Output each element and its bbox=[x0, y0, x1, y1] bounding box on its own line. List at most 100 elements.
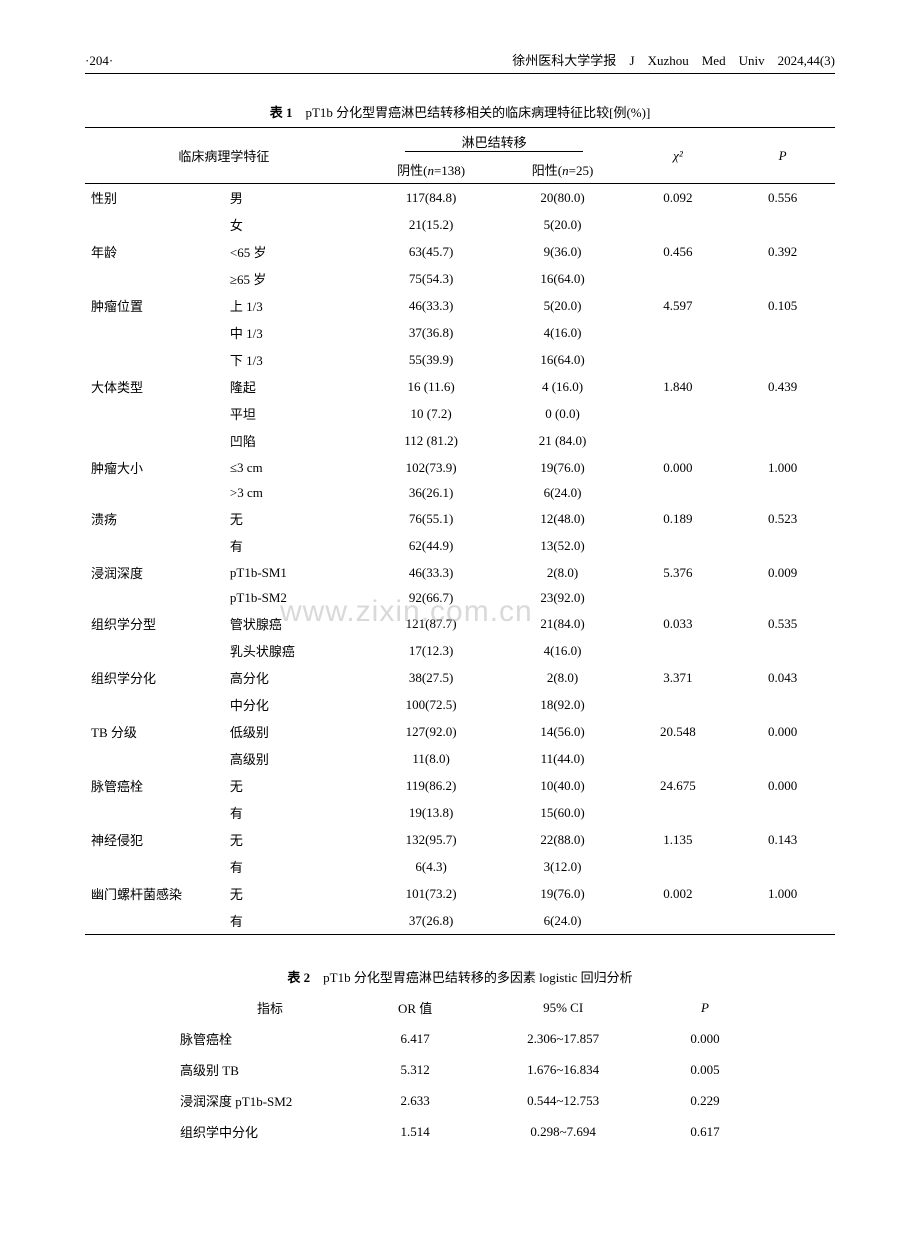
table2-head: 指标 OR 值 95% CI P bbox=[170, 992, 750, 1023]
table-row: 中分化100(72.5)18(92.0) bbox=[85, 691, 835, 718]
cell-pos: 11(44.0) bbox=[500, 745, 626, 772]
th2-ci: 95% CI bbox=[466, 992, 660, 1023]
cell-feature: 大体类型 bbox=[85, 373, 224, 400]
th-pos: 阳性(n=25) bbox=[500, 156, 626, 184]
cell-neg: 36(26.1) bbox=[363, 481, 500, 505]
th-group: 淋巴结转移 bbox=[363, 128, 626, 157]
cell-pos: 4(16.0) bbox=[500, 319, 626, 346]
cell-feature bbox=[85, 532, 224, 559]
table-row: 组织学中分化1.5140.298~7.6940.617 bbox=[170, 1116, 750, 1147]
th2-p: P bbox=[660, 992, 750, 1023]
cell-chi bbox=[626, 346, 731, 373]
cell-p: 0.105 bbox=[730, 292, 835, 319]
cell-neg: 121(87.7) bbox=[363, 610, 500, 637]
cell-feature bbox=[85, 211, 224, 238]
cell-neg: 132(95.7) bbox=[363, 826, 500, 853]
cell-or: 6.417 bbox=[364, 1023, 466, 1054]
cell-chi bbox=[626, 427, 731, 454]
cell-p: 0.439 bbox=[730, 373, 835, 400]
cell-sub: 男 bbox=[224, 184, 363, 212]
cell-pos: 6(24.0) bbox=[500, 481, 626, 505]
table1-caption: 表 1 pT1b 分化型胃癌淋巴结转移相关的临床病理特征比较[例(%)] bbox=[85, 102, 835, 121]
table-row: 有37(26.8)6(24.0) bbox=[85, 907, 835, 935]
cell-sub: 有 bbox=[224, 907, 363, 935]
table-row: >3 cm36(26.1)6(24.0) bbox=[85, 481, 835, 505]
cell-neg: 100(72.5) bbox=[363, 691, 500, 718]
table-row: 脉管癌栓无119(86.2)10(40.0)24.6750.000 bbox=[85, 772, 835, 799]
cell-pos: 2(8.0) bbox=[500, 664, 626, 691]
cell-chi: 0.456 bbox=[626, 238, 731, 265]
cell-chi: 20.548 bbox=[626, 718, 731, 745]
table-row: 肿瘤位置上 1/346(33.3)5(20.0)4.5970.105 bbox=[85, 292, 835, 319]
page-number: ·204· bbox=[85, 53, 113, 69]
cell-p: 0.535 bbox=[730, 610, 835, 637]
cell-feature bbox=[85, 691, 224, 718]
cell-chi: 0.033 bbox=[626, 610, 731, 637]
cell-sub: 无 bbox=[224, 826, 363, 853]
cell-feature bbox=[85, 265, 224, 292]
cell-p bbox=[730, 346, 835, 373]
cell-neg: 11(8.0) bbox=[363, 745, 500, 772]
cell-pos: 21 (84.0) bbox=[500, 427, 626, 454]
cell-sub: ≥65 岁 bbox=[224, 265, 363, 292]
cell-neg: 92(66.7) bbox=[363, 586, 500, 610]
cell-sub: 平坦 bbox=[224, 400, 363, 427]
cell-feature bbox=[85, 586, 224, 610]
cell-chi: 1.840 bbox=[626, 373, 731, 400]
cell-feature: 脉管癌栓 bbox=[85, 772, 224, 799]
cell-feature: 组织学分化 bbox=[85, 664, 224, 691]
journal-title-block: 徐州医科大学学报 J Xuzhou Med Univ 2024,44(3) bbox=[512, 50, 835, 69]
cell-chi: 24.675 bbox=[626, 772, 731, 799]
cell-p: 0.523 bbox=[730, 505, 835, 532]
cell-feature bbox=[85, 907, 224, 935]
cell-p bbox=[730, 907, 835, 935]
table-row: 女21(15.2)5(20.0) bbox=[85, 211, 835, 238]
cell-neg: 46(33.3) bbox=[363, 559, 500, 586]
cell-feature: 神经侵犯 bbox=[85, 826, 224, 853]
cell-sub: 有 bbox=[224, 799, 363, 826]
cell-sub: 隆起 bbox=[224, 373, 363, 400]
cell-ci: 0.298~7.694 bbox=[466, 1116, 660, 1147]
cell-neg: 19(13.8) bbox=[363, 799, 500, 826]
cell-neg: 117(84.8) bbox=[363, 184, 500, 212]
table-row: 幽门螺杆菌感染无101(73.2)19(76.0)0.0021.000 bbox=[85, 880, 835, 907]
cell-neg: 112 (81.2) bbox=[363, 427, 500, 454]
cell-neg: 63(45.7) bbox=[363, 238, 500, 265]
cell-pos: 23(92.0) bbox=[500, 586, 626, 610]
cell-neg: 127(92.0) bbox=[363, 718, 500, 745]
cell-p: 0.229 bbox=[660, 1085, 750, 1116]
cell-p: 0.009 bbox=[730, 559, 835, 586]
cell-chi: 0.002 bbox=[626, 880, 731, 907]
cell-pos: 15(60.0) bbox=[500, 799, 626, 826]
table-row: 溃疡无76(55.1)12(48.0)0.1890.523 bbox=[85, 505, 835, 532]
cell-sub: pT1b-SM2 bbox=[224, 586, 363, 610]
cell-neg: 119(86.2) bbox=[363, 772, 500, 799]
cell-p bbox=[730, 265, 835, 292]
cell-chi: 3.371 bbox=[626, 664, 731, 691]
cell-p: 0.392 bbox=[730, 238, 835, 265]
cell-p bbox=[730, 211, 835, 238]
th2-or: OR 值 bbox=[364, 992, 466, 1023]
cell-feature: 肿瘤位置 bbox=[85, 292, 224, 319]
cell-feature: 组织学分型 bbox=[85, 610, 224, 637]
cell-ind: 高级别 TB bbox=[170, 1054, 364, 1085]
cell-pos: 6(24.0) bbox=[500, 907, 626, 935]
table-row: 有6(4.3)3(12.0) bbox=[85, 853, 835, 880]
cell-sub: 管状腺癌 bbox=[224, 610, 363, 637]
table-row: 组织学分型管状腺癌121(87.7)21(84.0)0.0330.535 bbox=[85, 610, 835, 637]
cell-chi bbox=[626, 319, 731, 346]
cell-feature: 年龄 bbox=[85, 238, 224, 265]
cell-sub: 乳头状腺癌 bbox=[224, 637, 363, 664]
journal-en: J Xuzhou Med Univ 2024,44(3) bbox=[630, 53, 835, 68]
table2-caption: 表 2 pT1b 分化型胃癌淋巴结转移的多因素 logistic 回归分析 bbox=[85, 967, 835, 986]
table-row: 高级别11(8.0)11(44.0) bbox=[85, 745, 835, 772]
cell-neg: 46(33.3) bbox=[363, 292, 500, 319]
table-row: 平坦10 (7.2)0 (0.0) bbox=[85, 400, 835, 427]
cell-or: 2.633 bbox=[364, 1085, 466, 1116]
cell-sub: pT1b-SM1 bbox=[224, 559, 363, 586]
cell-pos: 3(12.0) bbox=[500, 853, 626, 880]
cell-sub: 中分化 bbox=[224, 691, 363, 718]
table-row: 脉管癌栓6.4172.306~17.8570.000 bbox=[170, 1023, 750, 1054]
cell-feature bbox=[85, 799, 224, 826]
cell-feature: 浸润深度 bbox=[85, 559, 224, 586]
